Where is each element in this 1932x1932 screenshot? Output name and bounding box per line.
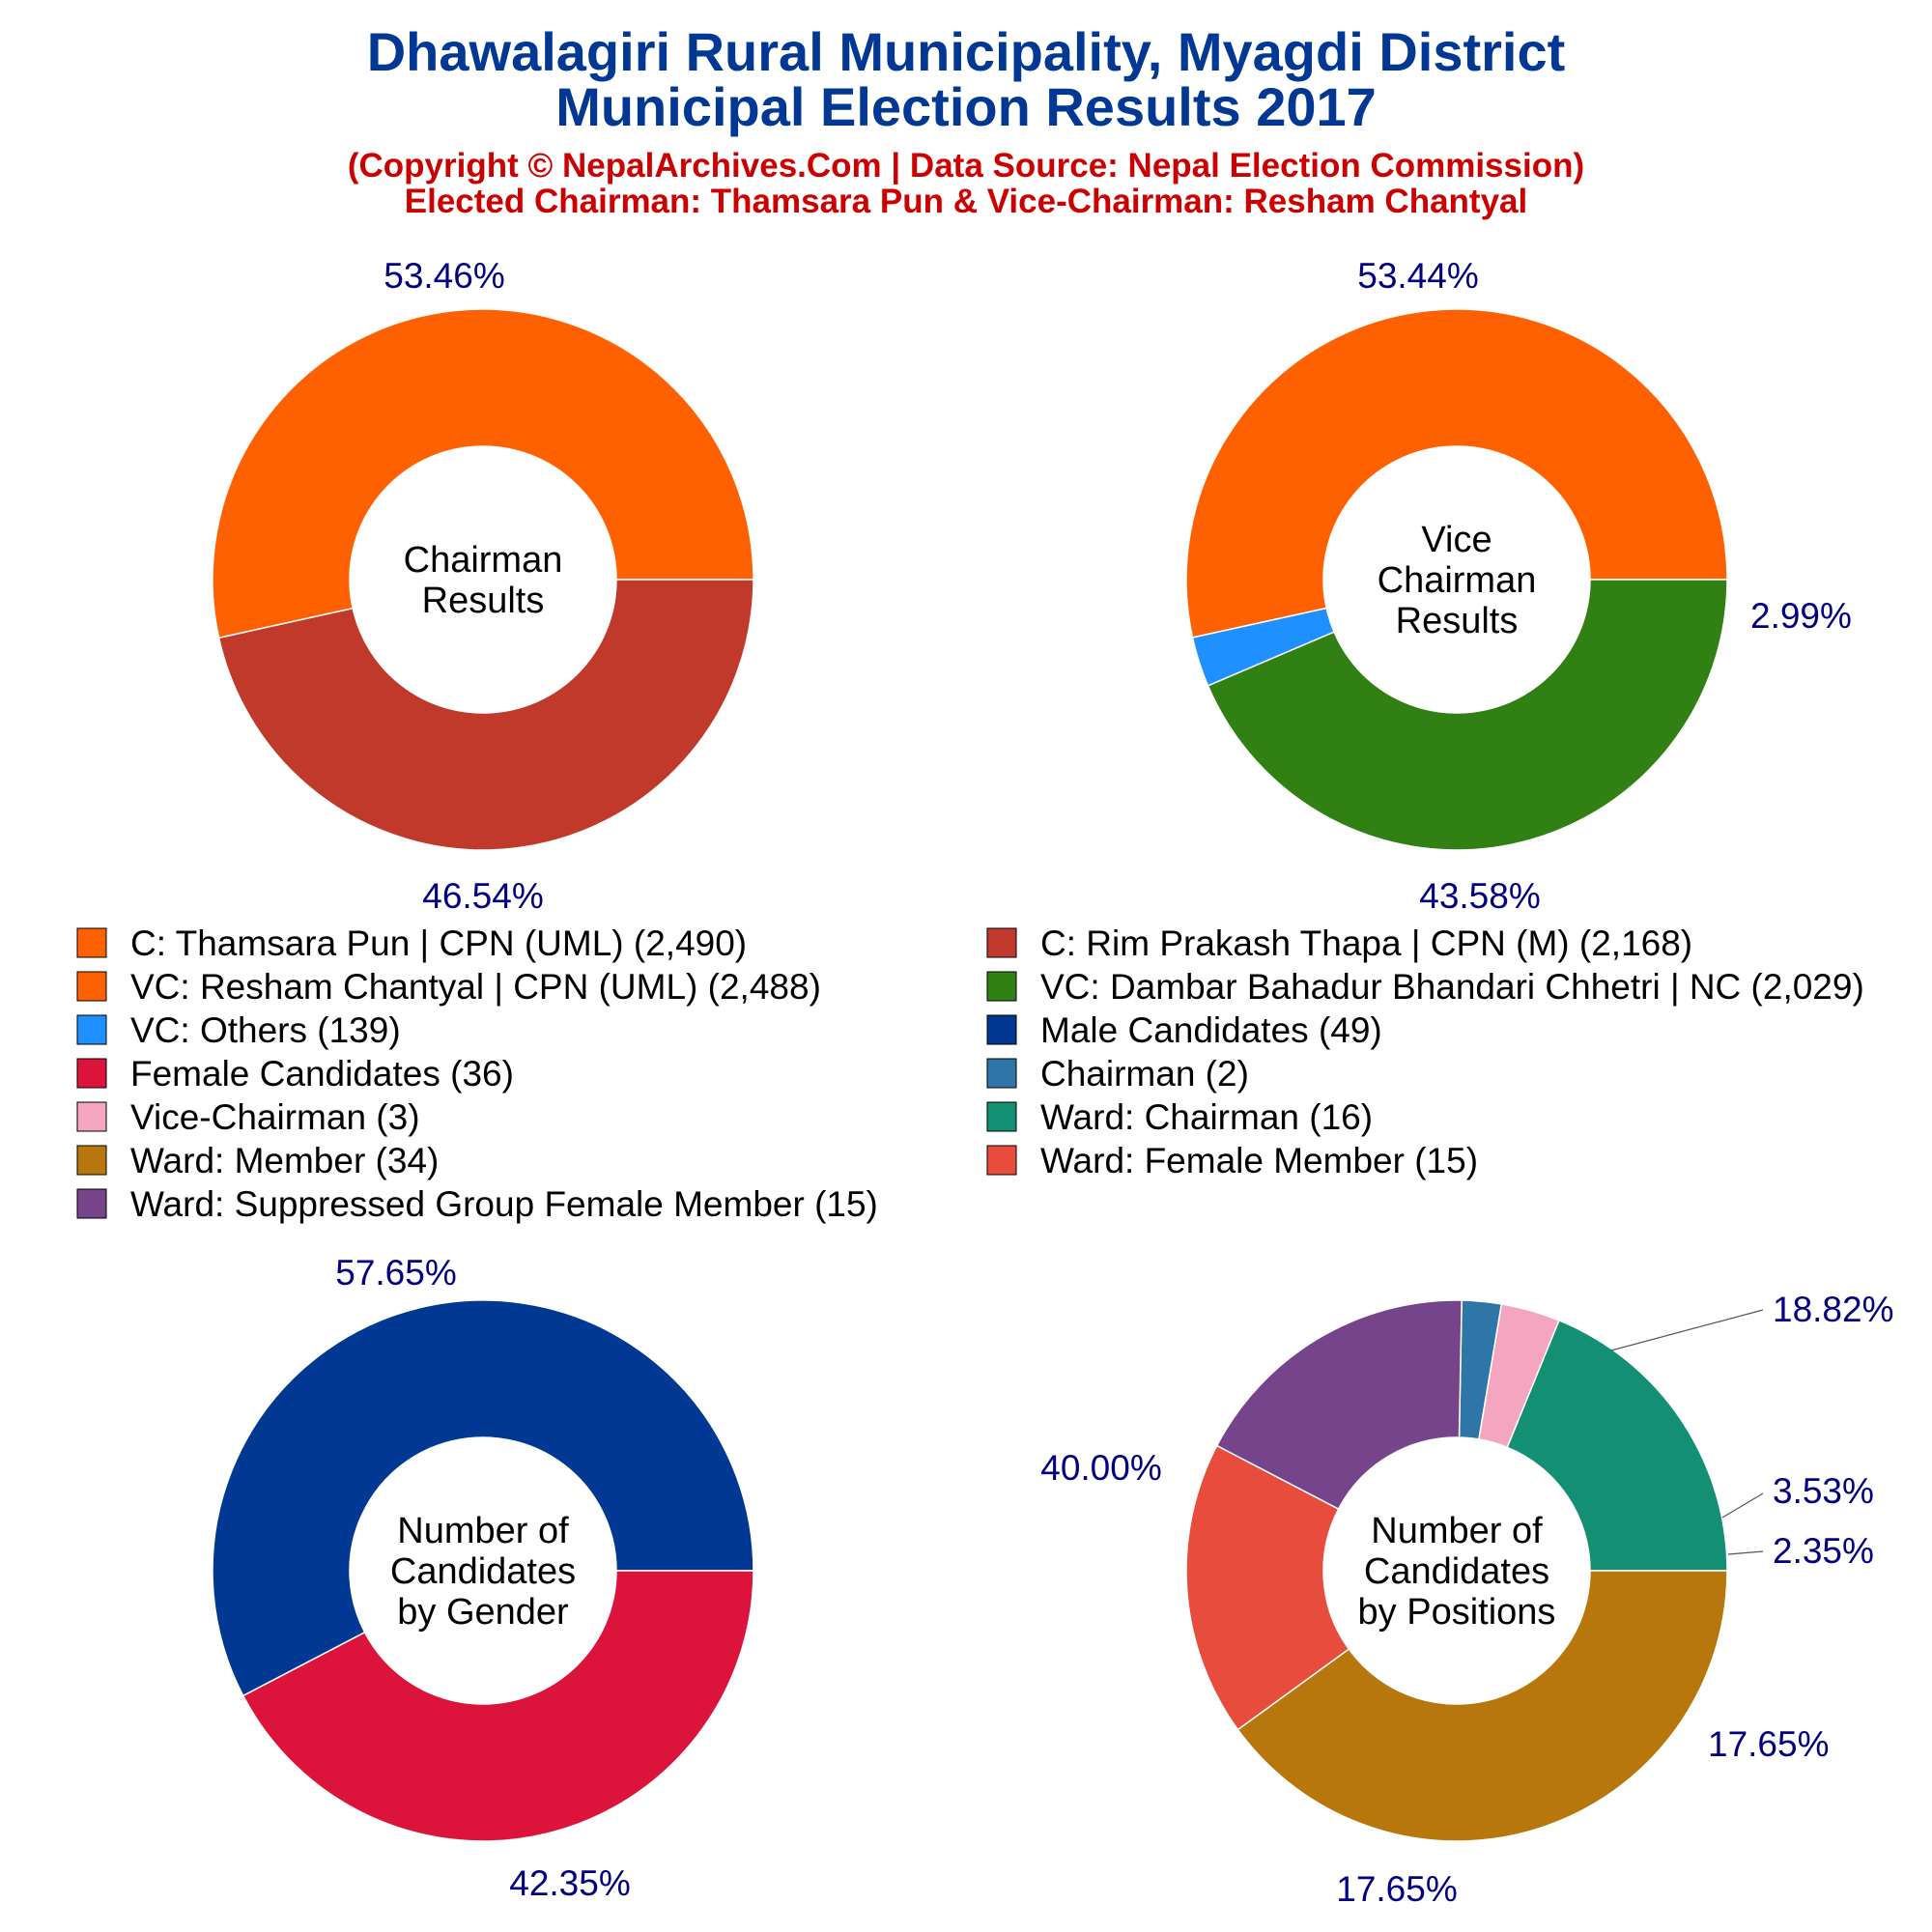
legend-swatch-ward-suppressed-group-female-member-15 [76, 1188, 107, 1219]
percent-label-male-candidates: 57.65% [335, 1253, 457, 1293]
slice-vc-dambar-bahadur-bhandari-chhetri-nc [1207, 579, 1728, 851]
legend-label-c-rim-prakash-thapa-cpn-m-2-168: C: Rim Prakash Thapa | CPN (M) (2,168) [1040, 923, 1692, 963]
candidates-by-positions-donut: 18.82% 3.53% 2.35% 17.65% 17.65% 40.00% Number… [1040, 1290, 1893, 1909]
percent-label-vc-others: 2.99% [1750, 596, 1852, 636]
legend-label-vc-others-139: VC: Others (139) [130, 1010, 401, 1050]
leader-line-ward-chairman [1610, 1309, 1764, 1351]
legend-swatch-vc-others-139 [76, 1014, 107, 1045]
legend-label-male-candidates-49: Male Candidates (49) [1040, 1010, 1382, 1050]
leader-line-vice-chairman [1721, 1492, 1764, 1519]
percent-label-ward-member: 40.00% [1040, 1448, 1162, 1488]
percent-label-ward-chairman: 18.82% [1773, 1290, 1894, 1329]
chart-subtitle-line-1: (Copyright © NepalArchives.Com | Data So… [348, 147, 1584, 185]
percent-label-vc-resham-chantyal-cpn-uml: 53.44% [1357, 256, 1479, 296]
legend-label-c-thamsara-pun-cpn-uml-2-490: C: Thamsara Pun | CPN (UML) (2,490) [130, 923, 747, 963]
center-label-line: Chairman [404, 540, 563, 581]
slice-female-candidates [242, 1570, 754, 1842]
legend-swatch-vc-resham-chantyal-cpn-uml-2-488 [76, 971, 107, 1002]
chart-title-line-1: Dhawalagiri Rural Municipality, Myagdi D… [367, 21, 1566, 82]
slice-c-thamsara-pun-cpn-uml [212, 308, 754, 639]
legend-swatch-c-rim-prakash-thapa-cpn-m-2-168 [986, 927, 1017, 958]
slice-male-candidates [212, 1299, 754, 1697]
center-label-line: Chairman [1378, 560, 1537, 601]
legend-swatch-ward-chairman-16 [986, 1101, 1017, 1132]
legend-label-ward-chairman-16: Ward: Chairman (16) [1040, 1097, 1373, 1137]
center-label-line: Candidates [390, 1551, 576, 1592]
center-label-line: by Gender [397, 1592, 569, 1633]
percent-label-female-candidates: 42.35% [509, 1863, 631, 1903]
legend-swatch-ward-female-member-15 [986, 1145, 1017, 1176]
legend-label-ward-suppressed-group-female-member-15: Ward: Suppressed Group Female Member (15… [130, 1184, 878, 1224]
legend-swatch-chairman-2 [986, 1058, 1017, 1089]
percent-label-vc-dambar-bahadur-bhandari-chhetri-nc: 43.58% [1419, 876, 1541, 916]
slice-vc-resham-chantyal-cpn-uml [1185, 308, 1728, 639]
slice-ward-chairman [1506, 1319, 1728, 1572]
legend-label-vc-dambar-bahadur-bhandari-chhetri-nc-2-029: VC: Dambar Bahadur Bhandari Chhetri | NC… [1040, 967, 1864, 1007]
center-label-line: Number of [397, 1511, 569, 1551]
chart-subtitle-line-2: Elected Chairman: Thamsara Pun & Vice-Ch… [405, 183, 1528, 220]
legend-swatch-vc-dambar-bahadur-bhandari-chhetri-nc-2-029 [986, 971, 1017, 1002]
chart-title-line-2: Municipal Election Results 2017 [555, 76, 1377, 137]
legend-label-chairman-2: Chairman (2) [1040, 1054, 1249, 1094]
center-label-line: by Positions [1358, 1592, 1556, 1633]
legend-label-vc-resham-chantyal-cpn-uml-2-488: VC: Resham Chantyal | CPN (UML) (2,488) [130, 967, 821, 1007]
legend-swatch-male-candidates-49 [986, 1014, 1017, 1045]
legend: C: Thamsara Pun | CPN (UML) (2,490) C: Ri… [76, 923, 1864, 1224]
legend-label-ward-female-member-15: Ward: Female Member (15) [1040, 1141, 1478, 1180]
legend-swatch-vice-chairman-3 [76, 1101, 107, 1132]
center-label-line: Results [1396, 601, 1519, 641]
percent-label-ward-suppressed-group-female-member: 17.65% [1708, 1724, 1830, 1764]
center-label-line: Results [422, 581, 545, 621]
legend-swatch-female-candidates-36 [76, 1058, 107, 1089]
slice-ward-member [1236, 1570, 1728, 1842]
slice-ward-female-member [1185, 1444, 1350, 1731]
center-label-line: Number of [1371, 1511, 1543, 1551]
percent-label-vice-chairman: 3.53% [1773, 1471, 1874, 1511]
legend-label-ward-member-34: Ward: Member (34) [130, 1141, 439, 1180]
legend-swatch-c-thamsara-pun-cpn-uml-2-490 [76, 927, 107, 958]
percent-label-ward-female-member: 17.65% [1336, 1869, 1458, 1909]
slice-c-rim-prakash-thapa-cpn-m [217, 579, 754, 851]
center-label-line: Vice [1421, 520, 1492, 560]
percent-label-c-thamsara-pun-cpn-uml: 53.46% [384, 256, 505, 296]
slice-ward-suppressed-group-female-member [1215, 1299, 1463, 1511]
leader-line-chairman [1727, 1550, 1764, 1555]
legend-swatch-ward-member-34 [76, 1145, 107, 1176]
center-label-line: Candidates [1364, 1551, 1549, 1592]
legend-label-vice-chairman-3: Vice-Chairman (3) [130, 1097, 420, 1137]
percent-label-chairman: 2.35% [1773, 1531, 1874, 1571]
percent-label-c-rim-prakash-thapa-cpn-m: 46.54% [422, 876, 544, 916]
legend-label-female-candidates-36: Female Candidates (36) [130, 1054, 514, 1094]
